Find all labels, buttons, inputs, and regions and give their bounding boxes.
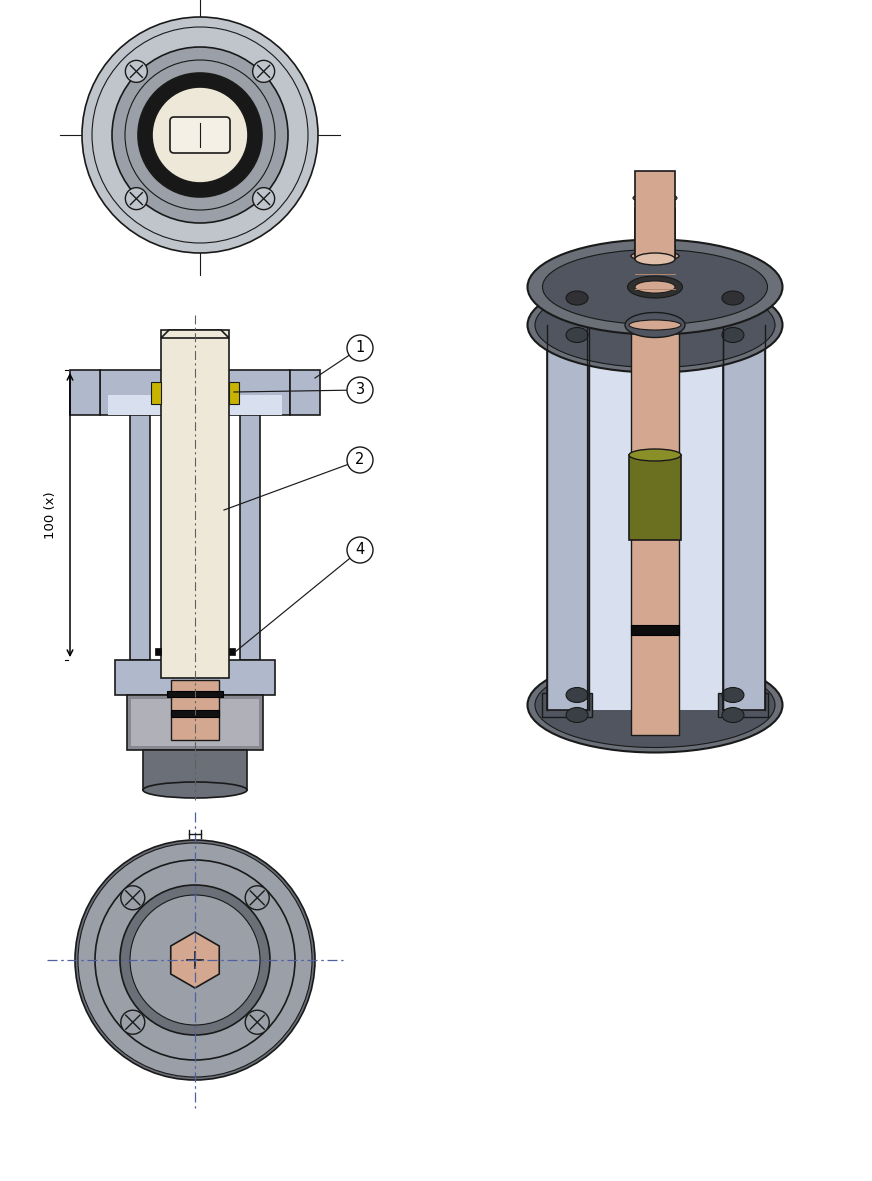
Ellipse shape [625, 313, 685, 338]
Bar [229, 381, 239, 404]
Bar [587, 329, 723, 710]
Circle shape [112, 47, 288, 223]
Circle shape [92, 27, 308, 243]
Text: 100 (x): 100 (x) [44, 491, 57, 539]
Ellipse shape [722, 291, 744, 305]
Ellipse shape [566, 307, 588, 322]
Ellipse shape [528, 278, 782, 372]
Text: 2: 2 [355, 452, 364, 468]
Text: 1: 1 [356, 340, 364, 355]
Bar [240, 415, 260, 660]
Circle shape [121, 886, 145, 909]
Ellipse shape [542, 249, 767, 325]
Ellipse shape [628, 276, 683, 298]
Circle shape [152, 87, 248, 183]
Ellipse shape [629, 320, 681, 329]
Ellipse shape [566, 291, 588, 305]
Ellipse shape [629, 449, 681, 461]
Polygon shape [161, 329, 229, 338]
Bar [115, 660, 275, 694]
Bar [171, 680, 219, 740]
Bar [161, 329, 229, 678]
Polygon shape [171, 932, 219, 988]
Bar [131, 699, 259, 746]
Bar [130, 415, 150, 660]
Circle shape [126, 188, 147, 210]
Ellipse shape [633, 193, 677, 203]
Ellipse shape [722, 687, 744, 703]
Bar [70, 370, 100, 415]
Ellipse shape [635, 253, 675, 265]
Bar [635, 171, 675, 259]
Bar [629, 455, 681, 540]
Ellipse shape [566, 327, 588, 342]
Bar [100, 370, 290, 415]
Text: 3: 3 [356, 383, 364, 398]
Ellipse shape [566, 707, 588, 723]
Bar [151, 381, 161, 404]
Bar [631, 255, 679, 735]
Circle shape [82, 17, 318, 253]
Circle shape [347, 537, 373, 563]
Bar [631, 625, 679, 635]
Bar [718, 693, 768, 717]
Bar [167, 691, 223, 697]
FancyBboxPatch shape [170, 117, 230, 154]
Bar [547, 329, 589, 710]
Bar [542, 693, 592, 717]
Circle shape [347, 335, 373, 361]
Circle shape [120, 885, 270, 1035]
Bar [127, 694, 263, 750]
Bar [108, 394, 282, 415]
Circle shape [253, 60, 275, 83]
Circle shape [347, 377, 373, 403]
Ellipse shape [635, 281, 675, 293]
Ellipse shape [635, 200, 675, 209]
Ellipse shape [722, 707, 744, 723]
Circle shape [78, 843, 312, 1077]
Polygon shape [635, 200, 675, 255]
Bar [143, 750, 247, 790]
Bar [155, 648, 161, 655]
Circle shape [125, 60, 275, 210]
Ellipse shape [722, 327, 744, 342]
Ellipse shape [631, 252, 679, 261]
Circle shape [95, 860, 295, 1061]
Ellipse shape [535, 663, 775, 748]
Circle shape [130, 895, 260, 1025]
Bar [229, 648, 235, 655]
Ellipse shape [143, 782, 247, 798]
Circle shape [75, 840, 315, 1079]
Text: 4: 4 [356, 542, 364, 557]
Circle shape [126, 60, 147, 83]
Ellipse shape [528, 240, 782, 334]
Ellipse shape [722, 307, 744, 322]
Ellipse shape [535, 282, 775, 367]
Circle shape [138, 73, 262, 197]
Circle shape [245, 886, 269, 909]
Ellipse shape [566, 687, 588, 703]
Bar [723, 329, 765, 710]
Bar [290, 370, 320, 415]
Circle shape [245, 1010, 269, 1035]
Circle shape [121, 1010, 145, 1035]
Circle shape [253, 188, 275, 210]
Ellipse shape [528, 658, 782, 752]
Bar [171, 710, 219, 717]
Circle shape [347, 446, 373, 474]
